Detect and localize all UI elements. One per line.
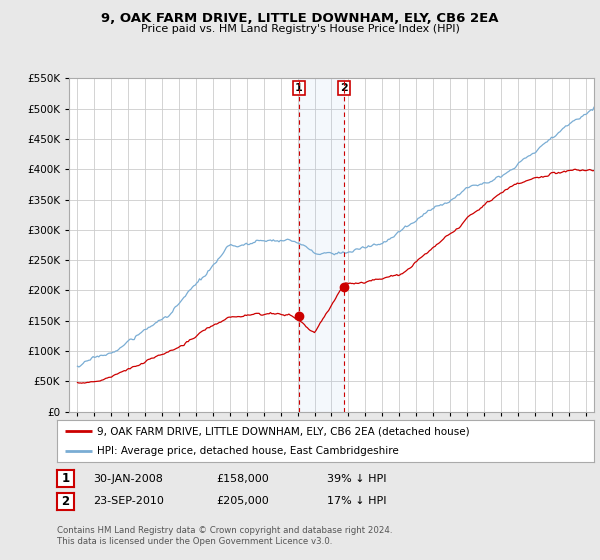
Text: 30-JAN-2008: 30-JAN-2008 — [93, 474, 163, 484]
Text: 17% ↓ HPI: 17% ↓ HPI — [327, 496, 386, 506]
Text: 9, OAK FARM DRIVE, LITTLE DOWNHAM, ELY, CB6 2EA: 9, OAK FARM DRIVE, LITTLE DOWNHAM, ELY, … — [101, 12, 499, 25]
Text: 2: 2 — [61, 494, 70, 508]
Text: 9, OAK FARM DRIVE, LITTLE DOWNHAM, ELY, CB6 2EA (detached house): 9, OAK FARM DRIVE, LITTLE DOWNHAM, ELY, … — [97, 426, 470, 436]
Text: Contains HM Land Registry data © Crown copyright and database right 2024.
This d: Contains HM Land Registry data © Crown c… — [57, 526, 392, 546]
Text: Price paid vs. HM Land Registry's House Price Index (HPI): Price paid vs. HM Land Registry's House … — [140, 24, 460, 34]
Text: 1: 1 — [295, 83, 303, 94]
Text: £205,000: £205,000 — [216, 496, 269, 506]
Bar — [299, 78, 344, 412]
Text: 23-SEP-2010: 23-SEP-2010 — [93, 496, 164, 506]
Text: HPI: Average price, detached house, East Cambridgeshire: HPI: Average price, detached house, East… — [97, 446, 399, 456]
Text: 1: 1 — [61, 472, 70, 486]
Text: 2: 2 — [340, 83, 348, 94]
Text: 39% ↓ HPI: 39% ↓ HPI — [327, 474, 386, 484]
Text: £158,000: £158,000 — [216, 474, 269, 484]
